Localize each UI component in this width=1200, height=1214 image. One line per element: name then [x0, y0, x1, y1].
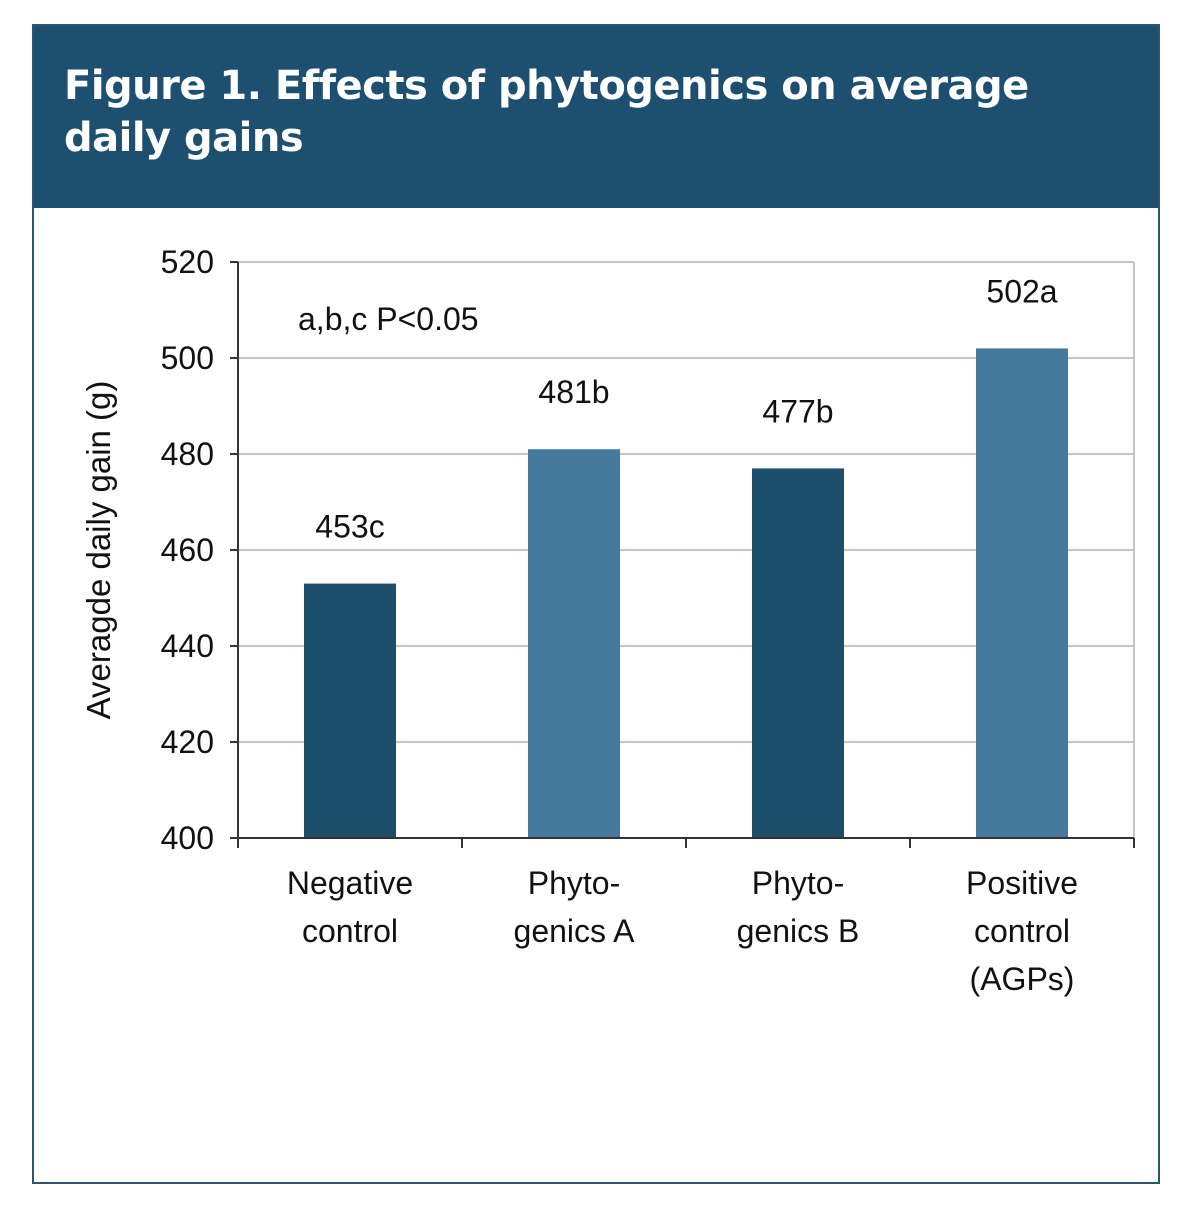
- bar-3: [976, 348, 1068, 838]
- category-label-0-1: control: [302, 913, 398, 949]
- category-label-2-0: Phyto-: [752, 865, 844, 901]
- significance-note: a,b,c P<0.05: [298, 301, 479, 337]
- data-label-3: 502a: [986, 273, 1057, 309]
- data-label-0: 453c: [315, 509, 384, 545]
- figure-title-line-1: Figure 1. Effects of phytogenics on aver…: [64, 63, 1029, 109]
- bar-0: [304, 583, 396, 838]
- figure-header: Figure 1. Effects of phytogenics on aver…: [34, 26, 1158, 208]
- labels: 400 420 440 460 480 500 520 453c Negative control…: [80, 244, 1078, 997]
- y-tick-label-420: 420: [161, 724, 214, 760]
- bars: [304, 348, 1068, 838]
- bar-2: [752, 468, 844, 838]
- category-label-3-1: control: [974, 913, 1070, 949]
- y-tick-label-460: 460: [161, 532, 214, 568]
- category-label-1-1: genics A: [514, 913, 636, 949]
- data-label-1: 481b: [538, 374, 609, 410]
- y-tick-label-480: 480: [161, 436, 214, 472]
- y-axis-title: Averagde daily gain (g): [80, 381, 117, 720]
- y-tick-label-400: 400: [161, 820, 214, 856]
- category-label-0-0: Negative: [287, 865, 413, 901]
- data-label-2: 477b: [762, 393, 833, 429]
- y-tick-label-440: 440: [161, 628, 214, 664]
- category-label-2-1: genics B: [737, 913, 860, 949]
- bar-1: [528, 449, 620, 838]
- figure-title-line-2: daily gains: [64, 115, 304, 161]
- figure-frame: Figure 1. Effects of phytogenics on aver…: [32, 24, 1160, 1184]
- axes: [230, 261, 1135, 848]
- category-label-1-0: Phyto-: [528, 865, 620, 901]
- category-label-3-0: Positive: [966, 865, 1078, 901]
- category-label-3-2: (AGPs): [970, 961, 1075, 997]
- y-tick-label-520: 520: [161, 244, 214, 280]
- y-tick-label-500: 500: [161, 340, 214, 376]
